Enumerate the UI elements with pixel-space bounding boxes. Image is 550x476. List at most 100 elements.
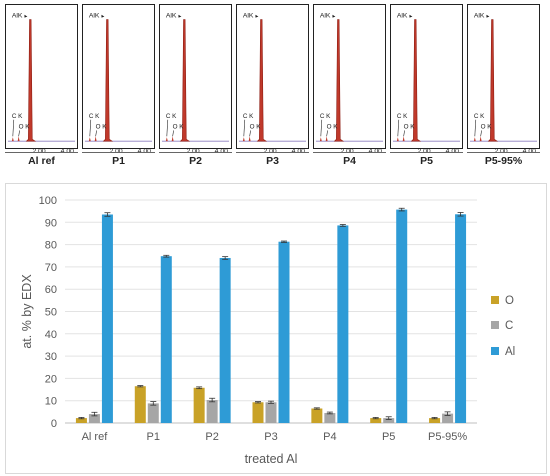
y-tick-label: 80 — [45, 240, 57, 252]
o-leader-line — [480, 130, 482, 137]
c-peak — [88, 137, 91, 142]
c-peak-label: C K — [397, 113, 408, 120]
spectrum-panel: AlK C K O K 2.00 4.00 — [313, 4, 386, 155]
x-tick-label: P4 — [323, 431, 336, 443]
legend-swatch — [491, 321, 499, 329]
al-arrow-icon — [255, 14, 259, 18]
o-peak-label: O K — [250, 124, 262, 131]
y-tick-label: 100 — [39, 195, 57, 207]
panel-label: P5-95% — [484, 155, 523, 167]
bar-c — [88, 414, 100, 423]
spectrum-panel: AlK C K O K 2.00 4.00 — [390, 4, 463, 155]
bar-c — [147, 403, 159, 423]
c-peak — [11, 137, 14, 142]
panel-label: P3 — [266, 155, 279, 167]
spectrum-panel: AlK C K O K 2.00 4.00 — [236, 4, 309, 155]
energy-tick-label: 4.00 — [138, 148, 151, 155]
al-peak-label: AlK — [89, 13, 100, 20]
legend-label: C — [505, 320, 513, 332]
c-peak — [396, 137, 399, 142]
spectrum-plot: AlK C K O K 2.00 4.00 — [7, 13, 76, 155]
o-peak — [17, 136, 20, 142]
o-leader-line — [403, 130, 405, 137]
al-peak-label: AlK — [397, 13, 408, 20]
spectrum-panel: AlK C K O K 2.00 4.00 — [467, 4, 540, 155]
x-tick-label: P5-95% — [428, 431, 467, 443]
bar-al — [455, 214, 467, 423]
al-peak-label: AlK — [243, 13, 254, 20]
bar-al — [337, 225, 349, 423]
y-tick-label: 10 — [45, 396, 57, 408]
al-arrow-icon — [409, 14, 413, 18]
al-peak — [410, 19, 422, 142]
o-leader-line — [249, 130, 251, 137]
y-tick-label: 60 — [45, 284, 57, 296]
al-arrow-icon — [178, 14, 182, 18]
o-peak — [402, 136, 405, 142]
bar-al — [160, 256, 172, 423]
o-leader-line — [18, 130, 20, 137]
bar-al — [219, 257, 231, 423]
c-leader-line — [89, 119, 92, 137]
al-arrow-icon — [24, 14, 28, 18]
legend-swatch — [491, 347, 499, 355]
bar-c — [324, 412, 336, 423]
legend-label: O — [505, 295, 514, 307]
bar-c — [442, 413, 454, 423]
legend-label: Al — [505, 346, 515, 358]
al-peak-label: AlK — [320, 13, 331, 20]
c-peak-label: C K — [89, 113, 100, 120]
o-peak-label: O K — [173, 124, 185, 131]
bar-o — [252, 402, 264, 423]
al-arrow-icon — [486, 14, 490, 18]
panel-label-rule — [5, 152, 78, 153]
o-peak — [171, 136, 174, 142]
bar-o — [429, 418, 441, 423]
spectrum-plot: AlK C K O K 2.00 4.00 — [238, 13, 307, 155]
c-peak-label: C K — [12, 113, 23, 120]
energy-tick-label: 4.00 — [369, 148, 382, 155]
bar-o — [134, 386, 146, 423]
al-peak — [25, 19, 37, 142]
energy-tick-label: 4.00 — [523, 148, 536, 155]
bar-o — [75, 418, 87, 423]
bar-o — [370, 418, 382, 423]
al-peak — [487, 19, 499, 142]
energy-tick-label: 4.00 — [61, 148, 74, 155]
bar-c — [383, 418, 395, 423]
panel-label-rule — [236, 152, 309, 153]
c-leader-line — [166, 119, 169, 137]
c-leader-line — [397, 119, 400, 137]
o-peak-label: O K — [19, 124, 31, 131]
panel-label-rule — [467, 152, 540, 153]
bar-al — [278, 241, 290, 423]
al-peak — [333, 19, 345, 142]
o-leader-line — [172, 130, 174, 137]
c-leader-line — [474, 119, 477, 137]
c-peak — [319, 137, 322, 142]
x-tick-label: P5 — [382, 431, 395, 443]
c-peak-label: C K — [243, 113, 254, 120]
panel-label-rule — [82, 152, 155, 153]
panel-label: P1 — [112, 155, 125, 167]
x-tick-label: P3 — [264, 431, 277, 443]
al-peak-label: AlK — [12, 13, 23, 20]
spectrum-panel: AlK C K O K 2.00 4.00 — [82, 4, 155, 155]
c-peak — [473, 137, 476, 142]
energy-tick-label: 2.00 — [32, 148, 45, 155]
c-peak — [165, 137, 168, 142]
al-peak-label: AlK — [474, 13, 485, 20]
energy-tick-label: 4.00 — [292, 148, 305, 155]
x-tick-label: Al ref — [82, 431, 109, 443]
bar-chart-frame — [5, 183, 547, 474]
energy-tick-label: 2.00 — [340, 148, 353, 155]
o-peak-label: O K — [404, 124, 416, 131]
o-peak-label: O K — [481, 124, 493, 131]
x-tick-label: P2 — [205, 431, 218, 443]
composition-bar-chart: 0 10 20 30 40 50 60 70 80 90 100 Al ref P1 P2 P3 P4 P5 P5… — [20, 195, 515, 466]
panel-label-rule — [159, 152, 232, 153]
spectrum-plot: AlK C K O K 2.00 4.00 — [315, 13, 384, 155]
energy-tick-label: 4.00 — [446, 148, 459, 155]
spectrum-plot: AlK C K O K 2.00 4.00 — [469, 13, 538, 155]
bar-c — [265, 402, 277, 423]
